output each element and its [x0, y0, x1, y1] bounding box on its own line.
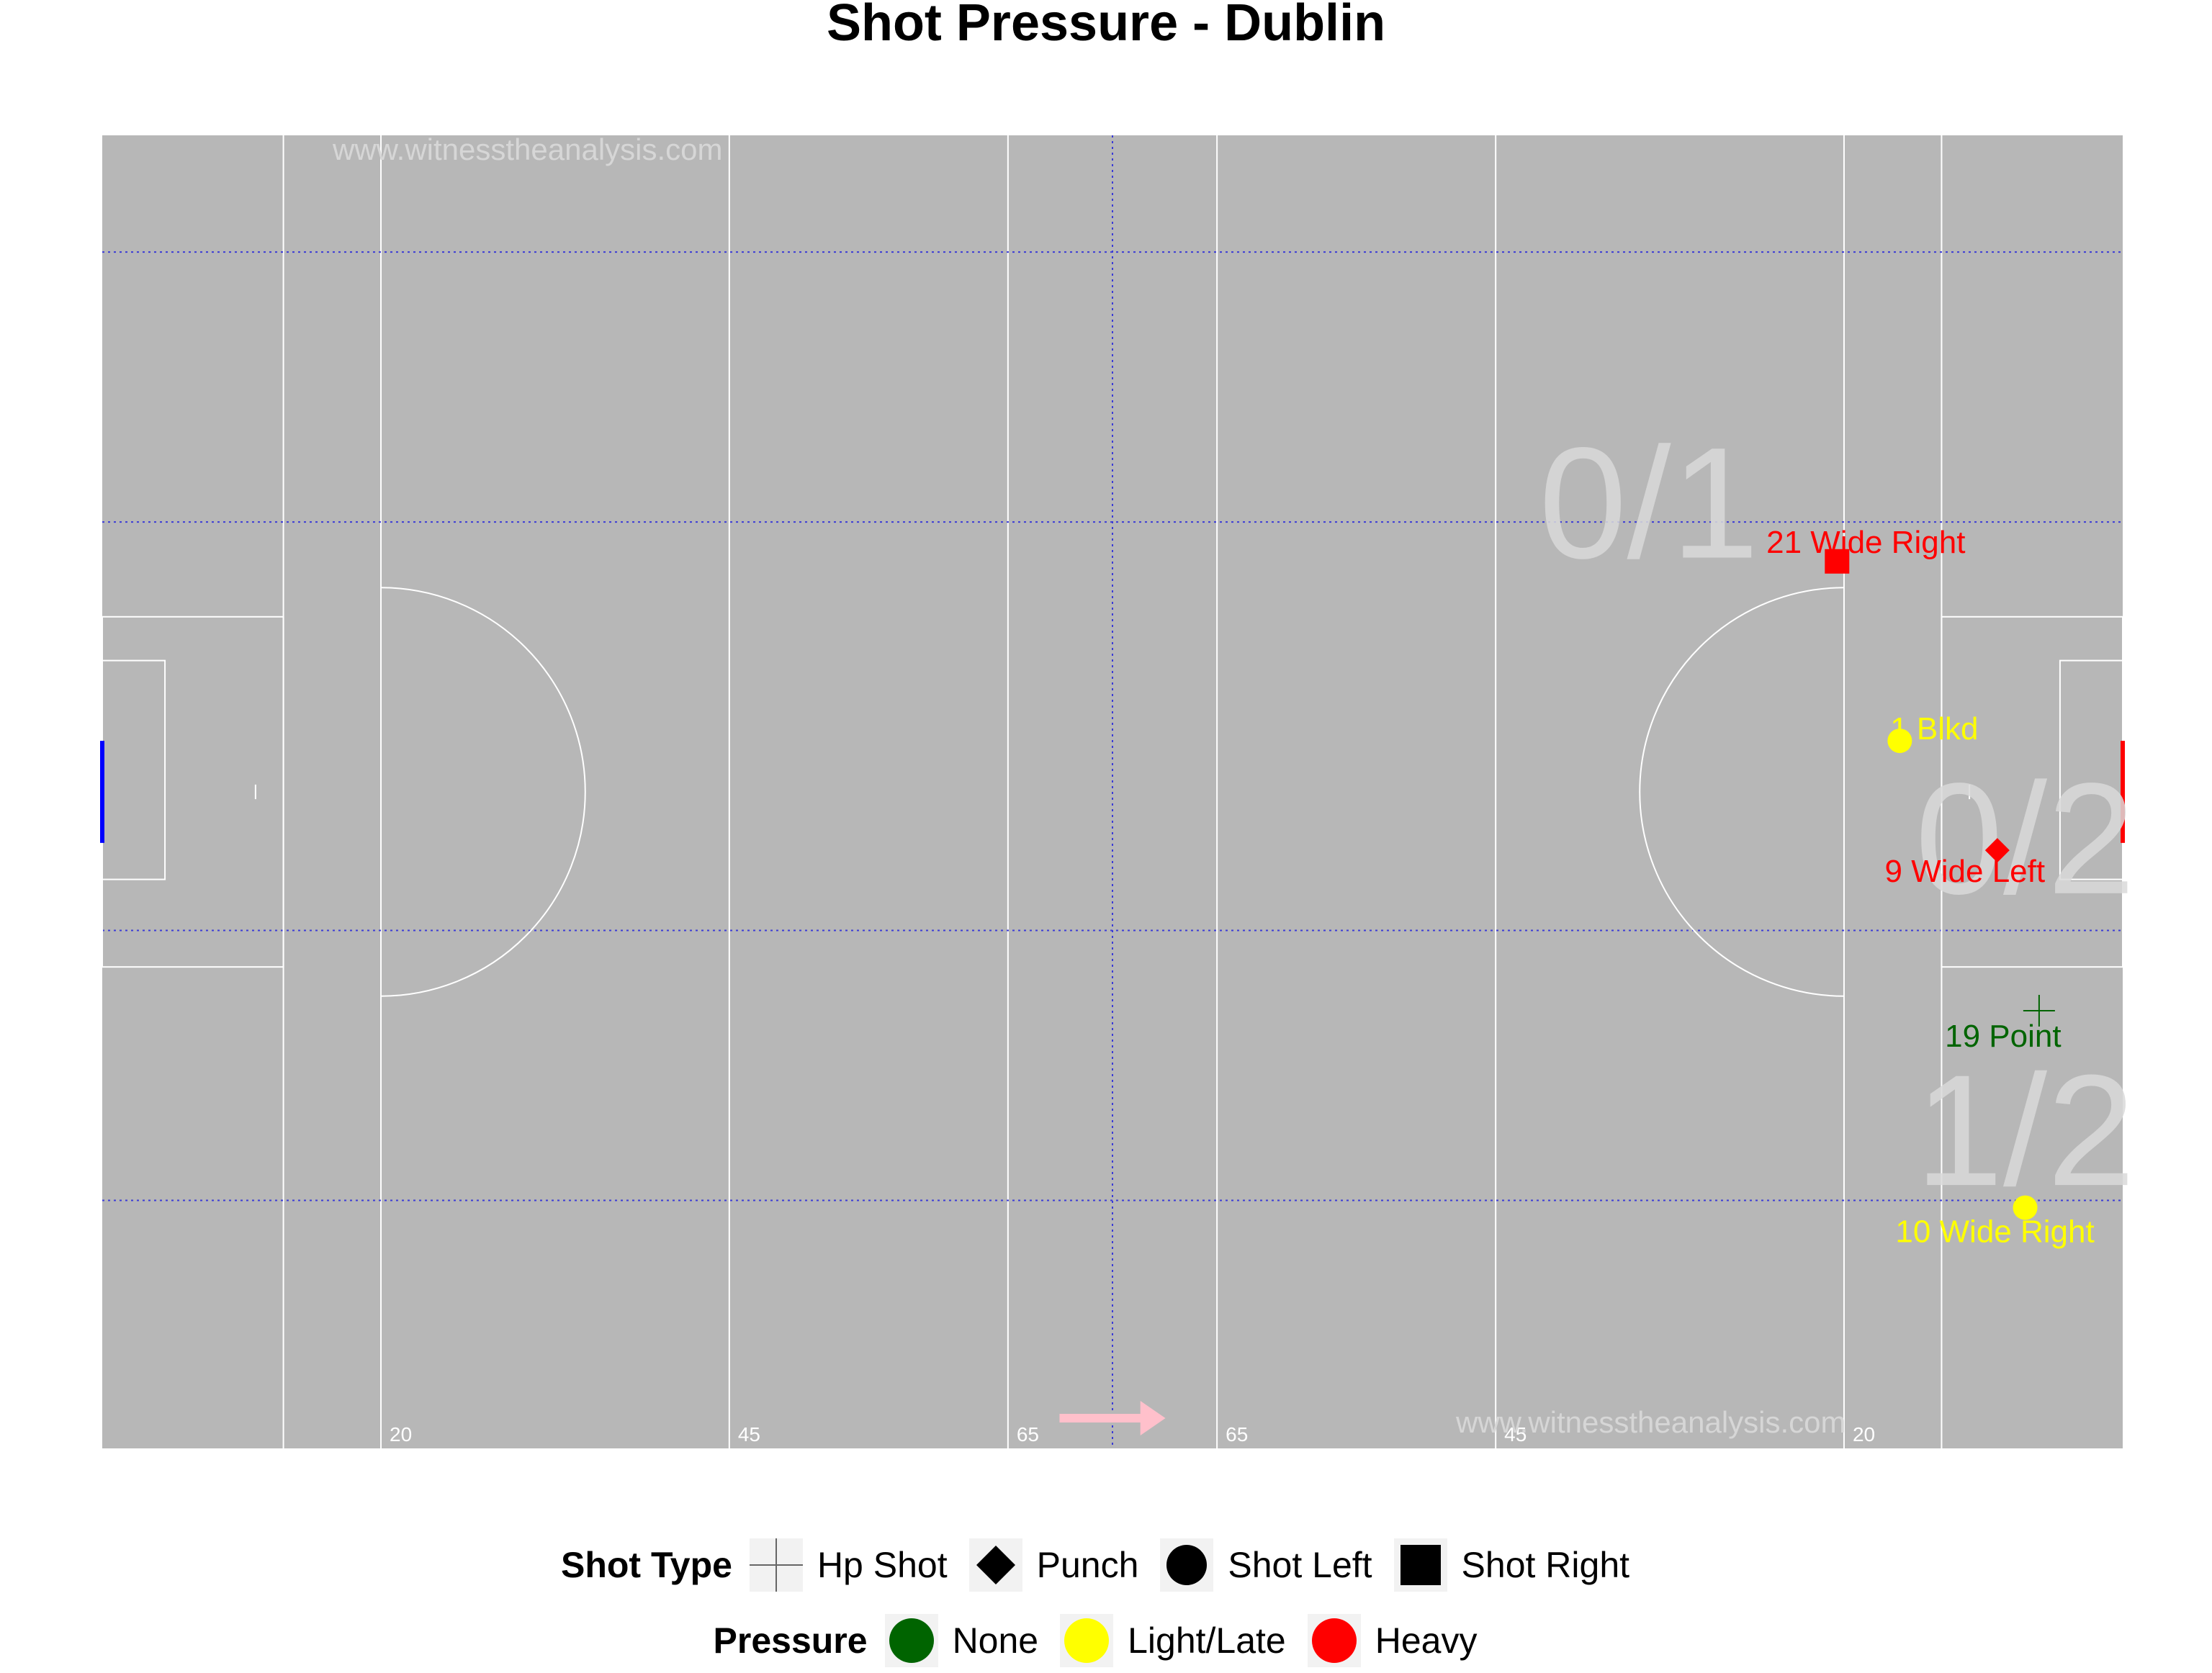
zone-annotation-1: 0/2 — [1915, 750, 2136, 927]
distance-mark-2: 65 — [1017, 1423, 1039, 1446]
green-dot-icon — [889, 1618, 934, 1663]
legend-shot-type: Shot Type Hp Shot Punch Shot Left Shot R… — [0, 1533, 2212, 1597]
legend-heavy-label: Heavy — [1375, 1620, 1478, 1661]
square-icon — [1400, 1545, 1441, 1585]
legend-punch-label: Punch — [1036, 1545, 1139, 1585]
circle-icon — [1166, 1545, 1208, 1585]
shot-label-3: 19 Point — [1945, 1019, 2061, 1054]
distance-mark-5: 20 — [1853, 1423, 1875, 1446]
distance-mark-1: 45 — [738, 1423, 760, 1446]
legend-shot-type-title: Shot Type — [560, 1545, 732, 1585]
legend-shot-right-key — [1393, 1538, 1447, 1592]
legend-light-key — [1060, 1614, 1114, 1667]
shot-label-0: 21 Wide Right — [1766, 525, 1965, 560]
yellow-dot-icon — [1064, 1618, 1110, 1663]
chart-title: Shot Pressure - Dublin — [826, 0, 1386, 52]
distance-mark-0: 20 — [390, 1423, 412, 1446]
shot-point-4 — [2013, 1195, 2038, 1220]
legend-heavy-key — [1307, 1614, 1361, 1667]
diamond-icon — [976, 1546, 1015, 1584]
legend-shot-right-label: Shot Right — [1461, 1545, 1630, 1585]
left-semicircle — [381, 587, 585, 997]
legend-none-label: None — [952, 1620, 1039, 1661]
shot-label-2: 9 Wide Left — [1885, 854, 2046, 889]
red-dot-icon — [1311, 1618, 1357, 1663]
shot-points: 21 Wide Right 1 Blkd 9 Wide Left 19 Point 10… — [1766, 525, 2095, 1250]
right-semicircle — [1640, 587, 1844, 997]
shot-label-1: 1 Blkd — [1890, 711, 1978, 747]
legend-hp-shot-label: Hp Shot — [817, 1545, 948, 1585]
shot-point-3 — [2023, 995, 2055, 1027]
shot-point-0 — [1825, 549, 1850, 574]
zone-annotations: 0/1 0/2 1/2 — [1539, 415, 2135, 1219]
legend-punch-key — [968, 1538, 1022, 1592]
watermark-top: www.witnesstheanalysis.com — [332, 132, 723, 166]
legend-none-key — [884, 1614, 938, 1667]
shot-point-2 — [1984, 838, 2010, 863]
legend-shot-left-label: Shot Left — [1228, 1545, 1372, 1585]
zone-annotation-2: 1/2 — [1915, 1042, 2136, 1219]
distance-mark-3: 65 — [1226, 1423, 1248, 1446]
legend-hp-shot-key — [749, 1538, 803, 1592]
shot-point-1 — [1887, 729, 1912, 754]
legend-pressure-title: Pressure — [713, 1620, 868, 1661]
legend-shot-left-key — [1160, 1538, 1214, 1592]
shot-label-4: 10 Wide Right — [1895, 1214, 2094, 1250]
plus-icon — [749, 1538, 803, 1592]
pitch-markings: 20 45 65 65 45 20 www.witnesstheanalysis.com ww… — [100, 132, 2125, 1448]
direction-arrow-head — [1140, 1401, 1166, 1435]
legend-light-label: Light/Late — [1128, 1620, 1286, 1661]
watermark-bottom: www.witnesstheanalysis.com — [1455, 1405, 1846, 1439]
zone-annotation-0: 0/1 — [1539, 415, 1759, 592]
legend-pressure: Pressure None Light/Late Heavy — [0, 1608, 2212, 1673]
distance-mark-4: 45 — [1504, 1423, 1527, 1446]
